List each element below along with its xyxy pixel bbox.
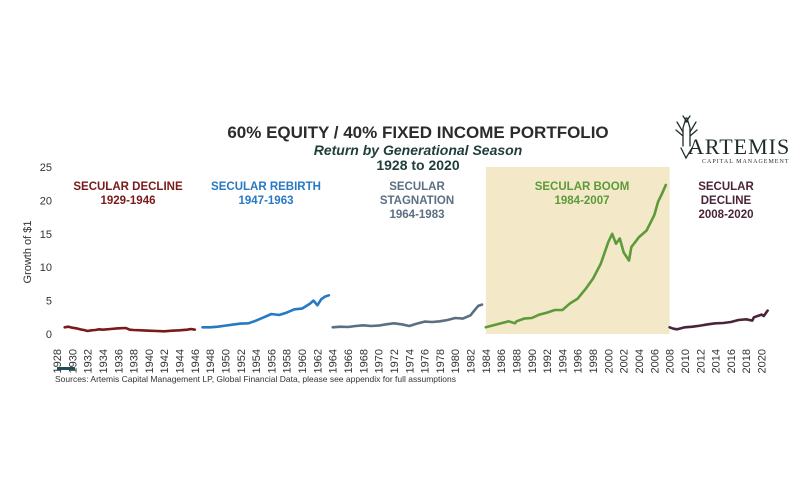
season-label-2: SECULAR REBIRTH — [211, 181, 321, 193]
x-tick-label: 1964 — [328, 349, 340, 373]
x-tick-label: 1990 — [527, 349, 539, 373]
y-axis-title: Growth of $1 — [22, 221, 34, 284]
y-tick-label: 0 — [46, 329, 52, 341]
x-tick-label: 1992 — [542, 349, 554, 373]
x-tick-label: 1932 — [83, 349, 95, 373]
season-labels: SECULAR DECLINE 1929-1946 SECULAR REBIRTH 1… — [73, 181, 754, 221]
series-line-1 — [63, 325, 197, 333]
season-label-4: 1984-2007 — [555, 195, 610, 207]
x-tick-label: 1966 — [343, 349, 355, 373]
chart-date-range: 1928 to 2020 — [376, 157, 459, 173]
chart-subtitle: Return by Generational Season — [314, 142, 523, 158]
series-line-5 — [668, 309, 769, 331]
x-tick-label: 2002 — [619, 349, 631, 373]
season-label-5: DECLINE — [701, 195, 752, 207]
x-tick-label: 1934 — [98, 349, 110, 373]
x-tick-label: 1958 — [282, 349, 294, 373]
x-tick-label: 1942 — [159, 349, 171, 373]
highlight-band-layer — [485, 167, 670, 334]
y-axis-ticks: 0 5 10 15 20 25 — [40, 162, 52, 341]
season-label-3: 1964-1983 — [390, 209, 445, 221]
x-tick-label: 1972 — [389, 349, 401, 373]
season-label-2: 1947-1963 — [239, 195, 294, 207]
x-tick-label: 2014 — [711, 349, 723, 373]
x-tick-label: 1960 — [297, 349, 309, 373]
y-tick-label: 5 — [46, 296, 52, 308]
x-tick-label: 1952 — [236, 349, 248, 373]
x-tick-label: 1936 — [113, 349, 125, 373]
season-label-3: SECULAR — [389, 181, 445, 193]
x-tick-label: 2016 — [726, 349, 738, 373]
x-tick-label: 1994 — [557, 349, 569, 373]
x-tick-label: 1938 — [129, 349, 141, 373]
x-tick-label: 1946 — [190, 349, 202, 373]
series-line-2 — [201, 294, 331, 329]
x-tick-label: 2020 — [757, 349, 769, 373]
x-tick-label: 1974 — [404, 349, 416, 373]
logo-tagline: CAPITAL MANAGEMENT — [702, 159, 789, 165]
x-tick-label: 1956 — [266, 349, 278, 373]
x-tick-label: 1998 — [588, 349, 600, 373]
x-tick-label: 1968 — [358, 349, 370, 373]
stag-antlers-icon — [675, 115, 698, 160]
x-tick-label: 1976 — [420, 349, 432, 373]
x-tick-label: 1970 — [374, 349, 386, 373]
y-tick-label: 15 — [40, 229, 52, 241]
y-tick-label: 20 — [40, 195, 52, 207]
season-label-1: 1929-1946 — [101, 195, 156, 207]
x-tick-label: 1980 — [450, 349, 462, 373]
x-tick-label: 1982 — [466, 349, 478, 373]
y-tick-label: 25 — [40, 162, 52, 174]
x-tick-label: 1984 — [481, 349, 493, 373]
x-tick-label: 2008 — [665, 349, 677, 373]
highlight-band — [485, 167, 670, 334]
series-line-3 — [331, 303, 484, 329]
series-line-4 — [484, 183, 668, 329]
x-tick-label: 2000 — [603, 349, 615, 373]
x-tick-label: 1962 — [312, 349, 324, 373]
x-tick-label: 1948 — [205, 349, 217, 373]
x-tick-label: 1950 — [220, 349, 232, 373]
x-tick-label: 2010 — [680, 349, 692, 373]
season-label-1: SECULAR DECLINE — [73, 181, 183, 193]
logo-name: ARTEMIS — [688, 134, 790, 159]
season-label-5: 2008-2020 — [699, 209, 754, 221]
x-tick-label: 2006 — [649, 349, 661, 373]
x-tick-label: 2012 — [695, 349, 707, 373]
season-label-3: STAGNATION — [380, 195, 454, 207]
axis-marker — [57, 367, 75, 370]
series-layer — [63, 183, 769, 333]
season-label-5: SECULAR — [698, 181, 754, 193]
x-tick-label: 2018 — [741, 349, 753, 373]
x-axis-ticks: 1928 1930 1932 1934 1936 1938 1940 1942 1944 1946… — [52, 349, 769, 373]
x-tick-label: 1986 — [496, 349, 508, 373]
season-label-4: SECULAR BOOM — [535, 181, 630, 193]
x-tick-label: 1944 — [175, 349, 187, 373]
artemis-logo: ARTEMIS CAPITAL MANAGEMENT — [675, 115, 790, 165]
x-tick-label: 1940 — [144, 349, 156, 373]
chart-title: 60% EQUITY / 40% FIXED INCOME PORTFOLIO — [227, 123, 608, 142]
x-tick-label: 2004 — [634, 349, 646, 373]
x-tick-label: 1996 — [573, 349, 585, 373]
source-note: Sources: Artemis Capital Management LP, … — [55, 374, 456, 384]
y-tick-label: 10 — [40, 262, 52, 274]
x-tick-label: 1978 — [435, 349, 447, 373]
x-tick-label: 1988 — [511, 349, 523, 373]
x-tick-label: 1954 — [251, 349, 263, 373]
